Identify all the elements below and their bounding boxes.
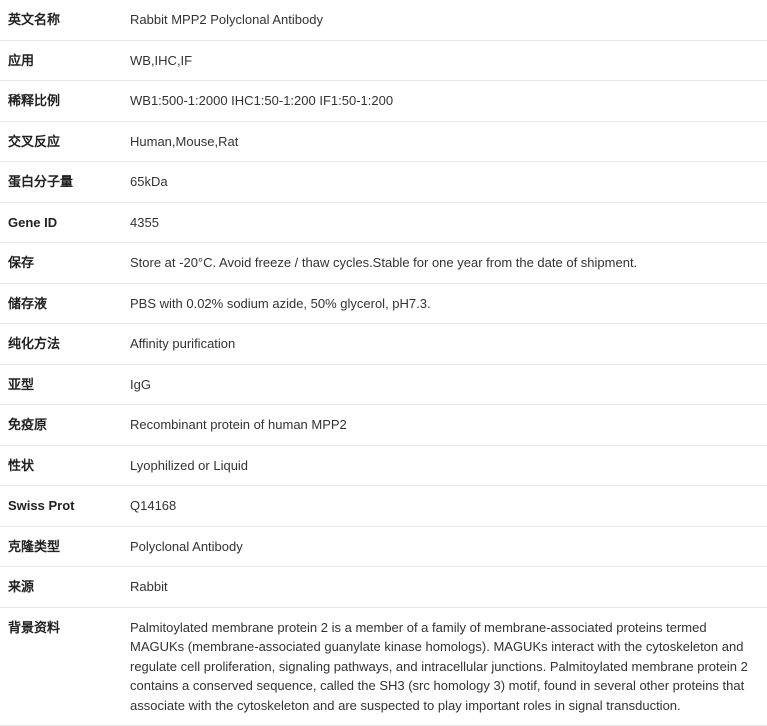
row-value: Polyclonal Antibody (122, 526, 767, 567)
row-label: 来源 (0, 567, 122, 608)
row-value: WB,IHC,IF (122, 40, 767, 81)
row-value: Human,Mouse,Rat (122, 121, 767, 162)
row-label: 背景资料 (0, 607, 122, 726)
row-value: Recombinant protein of human MPP2 (122, 405, 767, 446)
table-row: 来源Rabbit (0, 567, 767, 608)
spec-table: 英文名称Rabbit MPP2 Polyclonal Antibody 应用WB… (0, 0, 767, 726)
table-row: 稀释比例WB1:500-1:2000 IHC1:50-1:200 IF1:50-… (0, 81, 767, 122)
row-label: 蛋白分子量 (0, 162, 122, 203)
row-value: Q14168 (122, 486, 767, 527)
table-row: 保存Store at -20°C. Avoid freeze / thaw cy… (0, 243, 767, 284)
table-row: 应用WB,IHC,IF (0, 40, 767, 81)
table-row: 交叉反应Human,Mouse,Rat (0, 121, 767, 162)
row-value: WB1:500-1:2000 IHC1:50-1:200 IF1:50-1:20… (122, 81, 767, 122)
row-label: 保存 (0, 243, 122, 284)
row-value: 65kDa (122, 162, 767, 203)
table-row: Gene ID4355 (0, 202, 767, 243)
row-label: 克隆类型 (0, 526, 122, 567)
table-row: 性状Lyophilized or Liquid (0, 445, 767, 486)
spec-table-body: 英文名称Rabbit MPP2 Polyclonal Antibody 应用WB… (0, 0, 767, 726)
table-row: 克隆类型Polyclonal Antibody (0, 526, 767, 567)
table-row: 纯化方法Affinity purification (0, 324, 767, 365)
row-value: 4355 (122, 202, 767, 243)
row-value: Affinity purification (122, 324, 767, 365)
row-label: 亚型 (0, 364, 122, 405)
table-row: 英文名称Rabbit MPP2 Polyclonal Antibody (0, 0, 767, 40)
table-row: 免疫原Recombinant protein of human MPP2 (0, 405, 767, 446)
row-value: Rabbit (122, 567, 767, 608)
table-row: 背景资料Palmitoylated membrane protein 2 is … (0, 607, 767, 726)
row-value: Lyophilized or Liquid (122, 445, 767, 486)
table-row: 蛋白分子量65kDa (0, 162, 767, 203)
row-value: Store at -20°C. Avoid freeze / thaw cycl… (122, 243, 767, 284)
row-label: Swiss Prot (0, 486, 122, 527)
row-label: 免疫原 (0, 405, 122, 446)
table-row: 亚型IgG (0, 364, 767, 405)
row-label: 性状 (0, 445, 122, 486)
row-label: 交叉反应 (0, 121, 122, 162)
row-label: 储存液 (0, 283, 122, 324)
row-label: 稀释比例 (0, 81, 122, 122)
row-label: 应用 (0, 40, 122, 81)
row-value: Palmitoylated membrane protein 2 is a me… (122, 607, 767, 726)
table-row: Swiss ProtQ14168 (0, 486, 767, 527)
row-value: IgG (122, 364, 767, 405)
row-label: 纯化方法 (0, 324, 122, 365)
table-row: 储存液PBS with 0.02% sodium azide, 50% glyc… (0, 283, 767, 324)
row-label: Gene ID (0, 202, 122, 243)
row-value: Rabbit MPP2 Polyclonal Antibody (122, 0, 767, 40)
row-value: PBS with 0.02% sodium azide, 50% glycero… (122, 283, 767, 324)
row-label: 英文名称 (0, 0, 122, 40)
